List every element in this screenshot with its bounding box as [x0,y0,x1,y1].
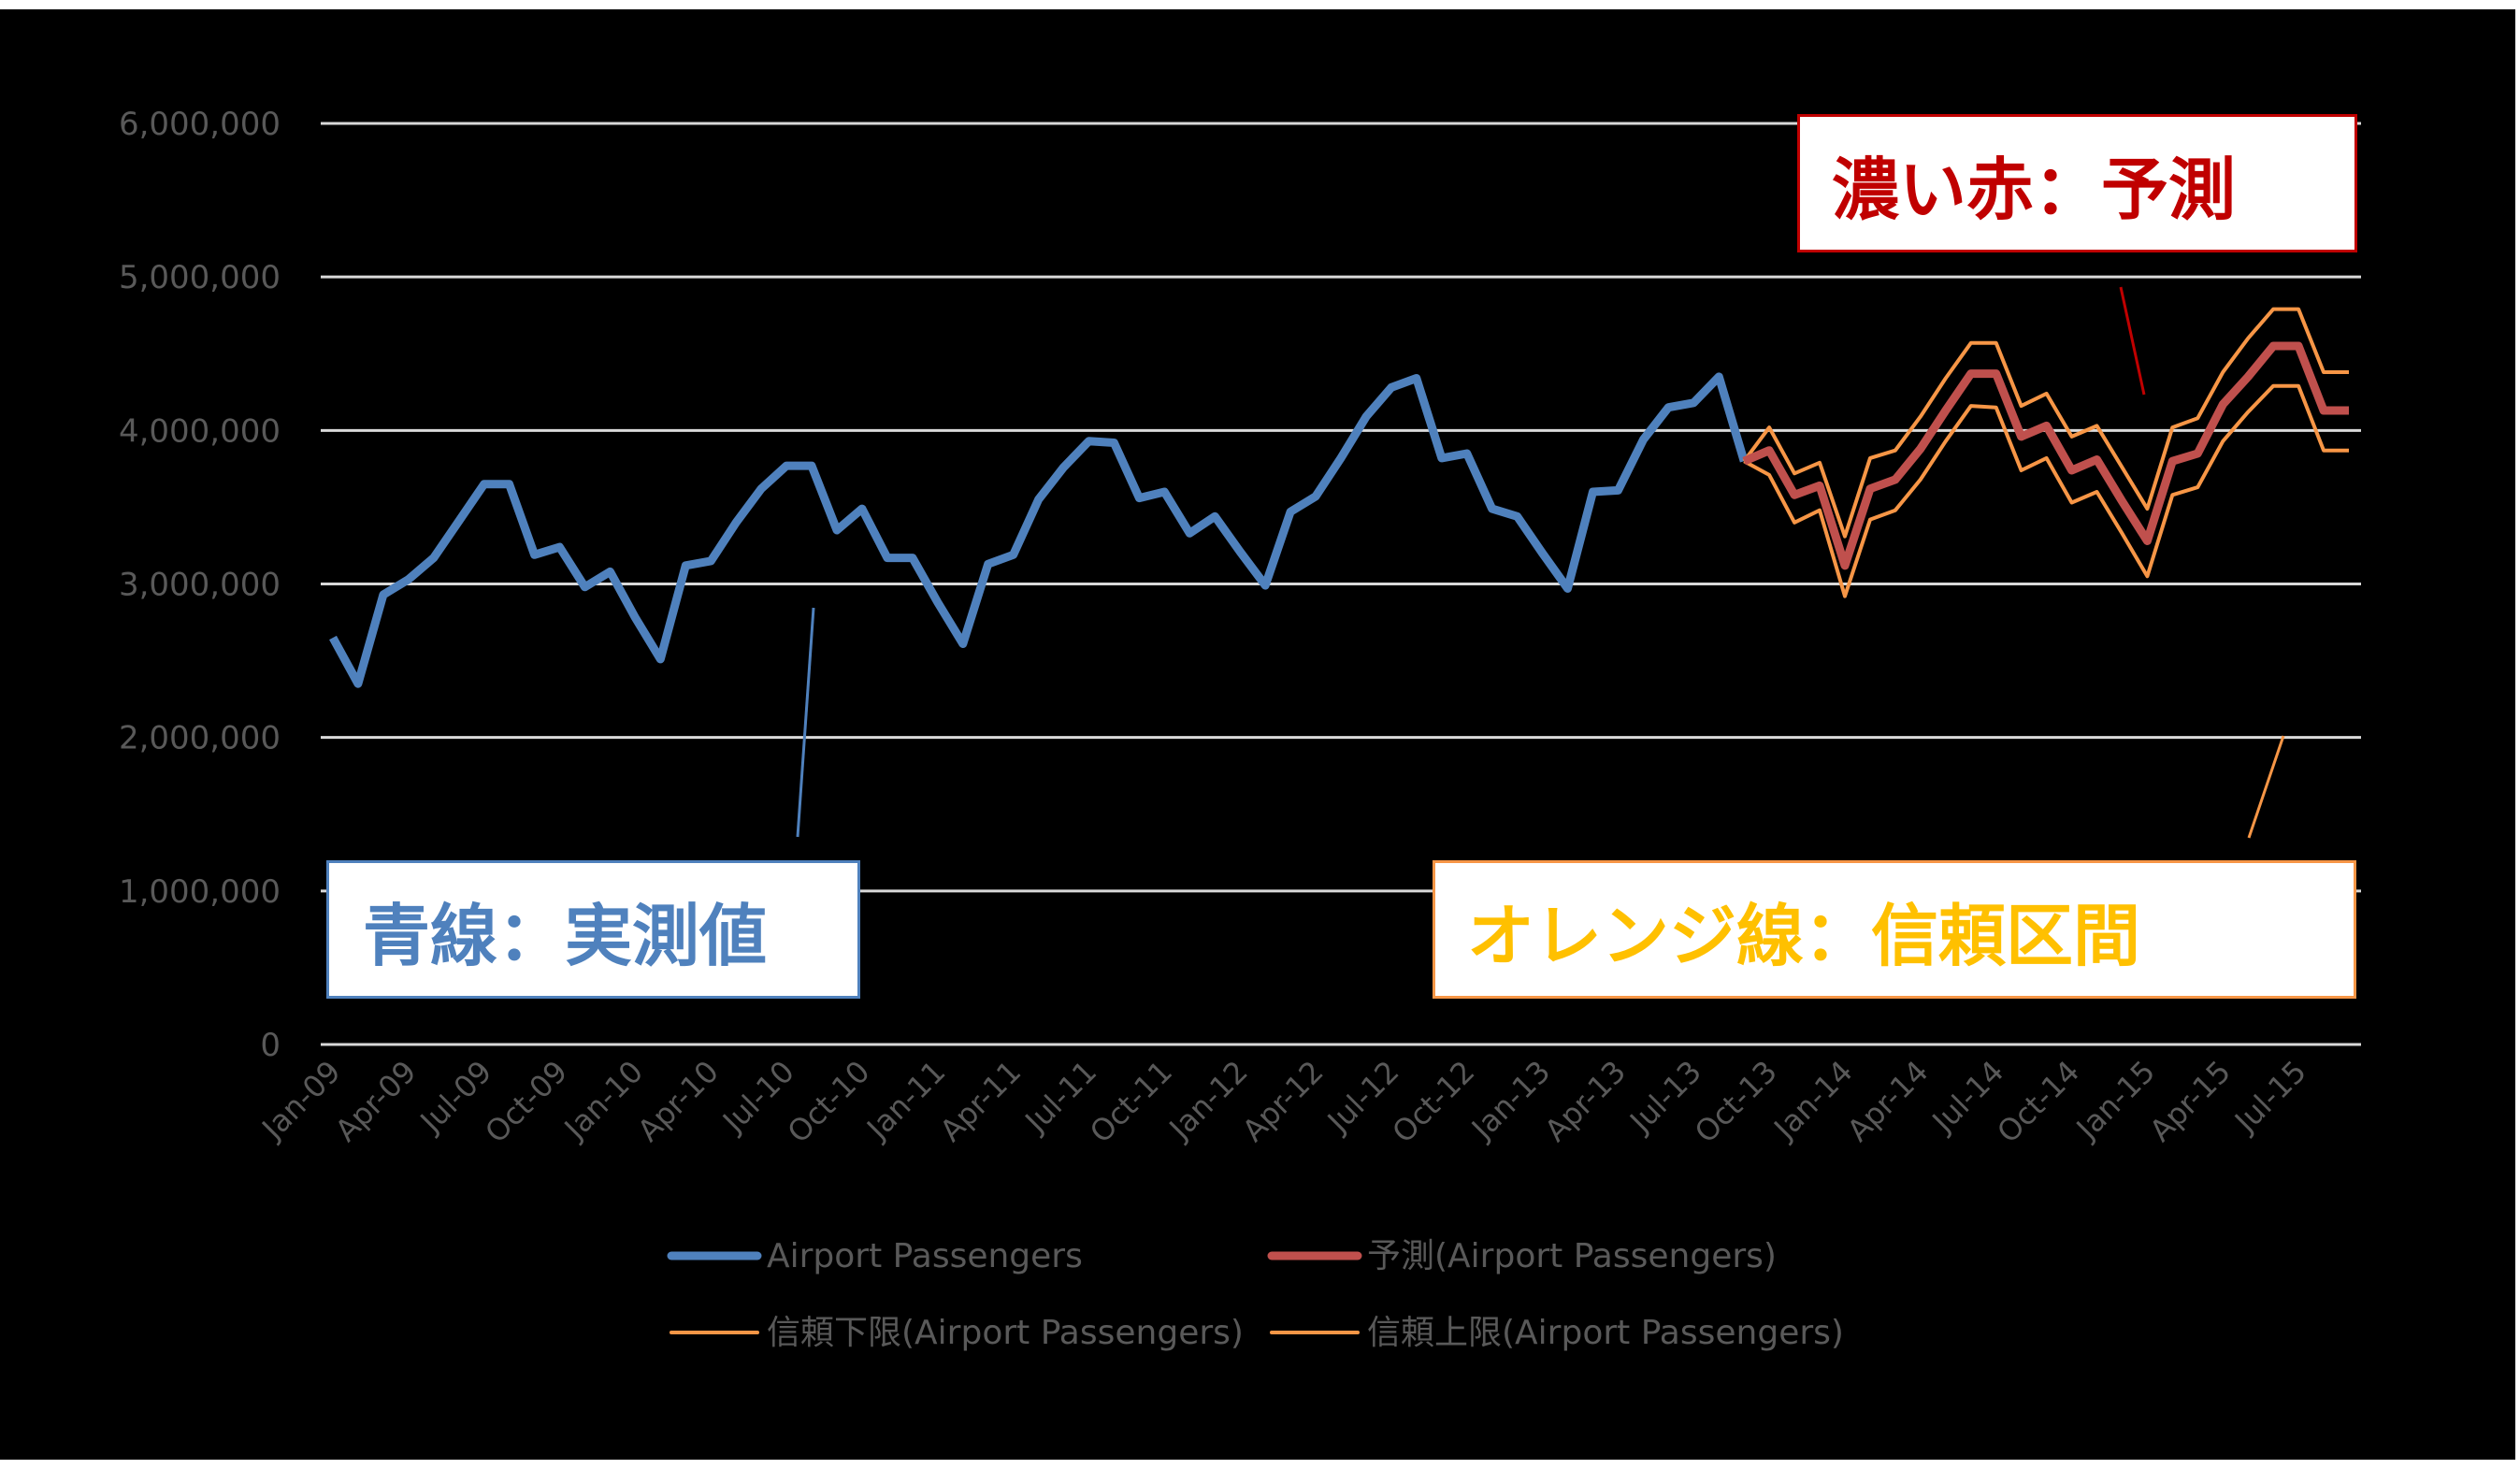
legend-label: 予測(Airport Passengers) [1367,1237,1777,1275]
x-tick-label: Apr-10 [630,1054,726,1149]
series-line [329,372,1749,688]
x-tick-label: Oct-12 [1385,1054,1481,1150]
x-tick-label: Apr-13 [1538,1054,1634,1149]
x-tick-label: Apr-12 [1235,1054,1331,1149]
x-tick-label: Apr-14 [1840,1054,1936,1149]
y-tick-label: 2,000,000 [119,720,281,757]
series-line [1743,383,2349,598]
y-tick-label: 0 [260,1027,281,1064]
x-tick-label: Oct-10 [781,1054,877,1150]
x-tick-label: Oct-13 [1688,1054,1784,1150]
y-tick-label: 3,000,000 [119,567,281,604]
forecast-annotation-box: 濃い赤：予測 [1797,114,2357,252]
x-tick-label: Jan-14 [1766,1054,1860,1147]
interval-annotation-text: オレンジ線：信頼区間 [1467,896,2141,975]
x-tick-label: Jan-11 [858,1054,952,1147]
x-tick-label: Jan-15 [2068,1054,2162,1147]
x-tick-label: Jan-13 [1463,1054,1557,1147]
legend: Airport Passengers 予測(Airport Passengers)… [667,1237,1844,1352]
plot-series [329,307,2349,688]
actual-callout-line [796,607,815,838]
y-axis-labels: 0 1,000,000 2,000,000 3,000,000 4,000,000 5,0… [119,106,281,1064]
forecast-annotation-text: 濃い赤：予測 [1832,150,2237,229]
x-axis-labels: Jan-09Apr-09Jul-09Oct-09Jan-10Apr-10Jul-… [254,1054,2313,1150]
legend-label: Airport Passengers [767,1237,1083,1275]
x-tick-label: Oct-11 [1083,1054,1179,1150]
interval-callout-line [2247,735,2285,839]
series-line [1742,307,2349,539]
callout-lines [796,286,2285,839]
y-tick-label: 4,000,000 [119,412,281,450]
x-tick-label: Oct-14 [1990,1054,2086,1150]
legend-label: 信頼下限(Airport Passengers) [767,1314,1244,1352]
x-tick-label: Jan-12 [1161,1054,1255,1147]
actual-annotation-text: 青線：実測値 [363,896,768,975]
actual-annotation-box: 青線：実測値 [326,860,860,999]
x-tick-label: Jan-10 [556,1054,650,1147]
x-tick-label: Apr-09 [328,1054,424,1149]
x-tick-label: Apr-11 [933,1054,1029,1149]
forecast-callout-line [2119,286,2146,396]
y-tick-label: 5,000,000 [119,259,281,296]
x-tick-label: Oct-09 [478,1054,574,1150]
x-tick-label: Jan-09 [254,1054,348,1147]
series-line [1742,341,2349,570]
legend-label: 信頼上限(Airport Passengers) [1367,1314,1844,1352]
confidence-interval-annotation-box: オレンジ線：信頼区間 [1433,860,2356,999]
x-tick-label: Jul-15 [2226,1054,2313,1141]
y-tick-label: 6,000,000 [119,106,281,143]
x-tick-label: Apr-15 [2142,1054,2238,1149]
y-tick-label: 1,000,000 [119,873,281,911]
